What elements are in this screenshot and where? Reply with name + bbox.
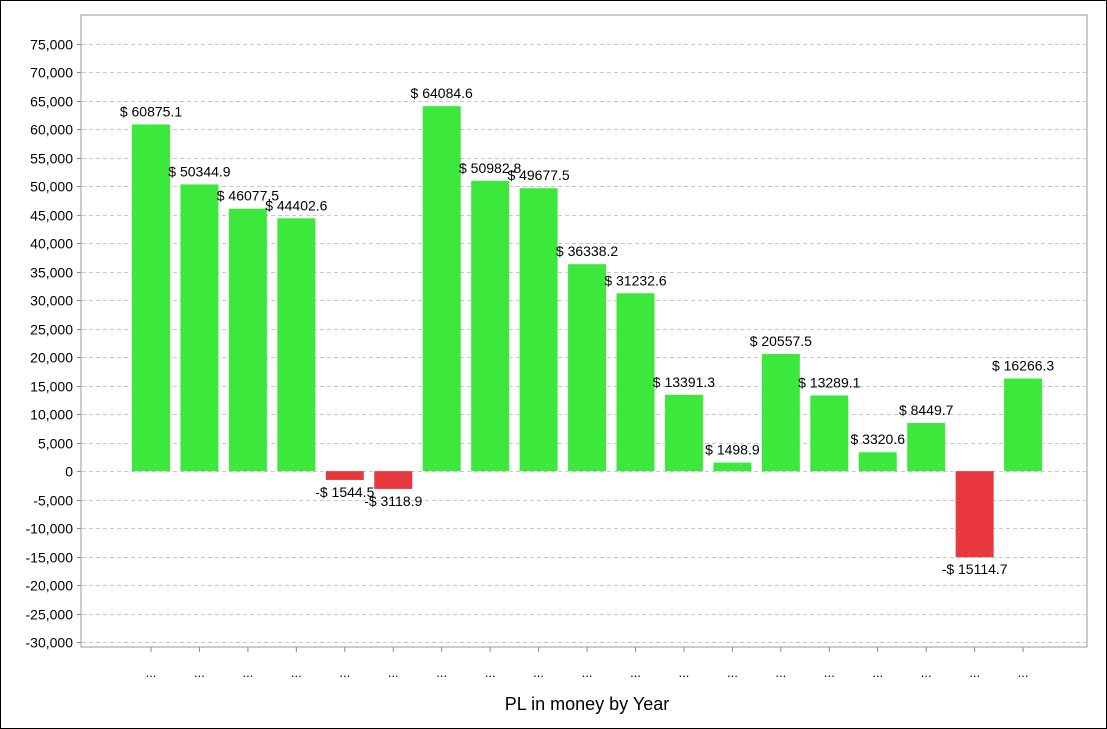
y-tick-label: 5,000	[38, 436, 73, 452]
x-tick-label: ...	[582, 665, 593, 680]
bar-value-label: $ 44402.6	[265, 197, 327, 213]
x-tick-label: ...	[630, 665, 641, 680]
y-tick-label: 15,000	[30, 379, 73, 395]
x-tick-label: ...	[533, 665, 544, 680]
bar-value-label: $ 50982.8	[459, 160, 521, 176]
x-tick-label: ...	[679, 665, 690, 680]
bar	[955, 471, 994, 558]
x-tick-label: ...	[775, 665, 786, 680]
x-axis-title: PL in money by Year	[505, 694, 669, 714]
y-tick-label: 20,000	[30, 350, 73, 366]
y-axis: 75,000 70,000 65,000 60,000 55,000 50,000 45,0…	[26, 37, 81, 651]
bar-value-label: $ 60875.1	[120, 103, 182, 119]
y-tick-label: -25,000	[26, 607, 74, 623]
bar	[664, 394, 703, 472]
x-tick-label: ...	[388, 665, 399, 680]
bar-value-label: $ 8449.7	[899, 402, 954, 418]
x-tick-label: ...	[872, 665, 883, 680]
bar	[810, 395, 849, 472]
bar-value-label: $ 64084.6	[411, 85, 473, 101]
x-tick-label: ...	[727, 665, 738, 680]
x-tick-label: ...	[291, 665, 302, 680]
bar	[761, 354, 800, 472]
bar	[277, 218, 316, 472]
y-tick-label: 25,000	[30, 322, 73, 338]
y-tick-label: 0	[65, 464, 73, 480]
y-tick-label: 70,000	[30, 65, 73, 81]
bar	[228, 208, 267, 472]
y-tick-label: -5,000	[33, 493, 73, 509]
x-tick-label: ...	[485, 665, 496, 680]
bar	[374, 471, 413, 489]
bar	[325, 471, 364, 480]
bar-value-label: $ 13289.1	[798, 374, 860, 390]
bar	[422, 106, 461, 472]
bar-value-label: $ 1498.9	[705, 442, 760, 458]
bar	[907, 423, 946, 472]
bar	[568, 264, 607, 472]
x-tick-label: ...	[824, 665, 835, 680]
x-tick-label: ...	[242, 665, 253, 680]
x-tick-label: ...	[436, 665, 447, 680]
bar-value-label: $ 13391.3	[653, 374, 715, 390]
bar	[616, 293, 655, 472]
x-axis: ........................................…	[146, 647, 1029, 680]
bar-value-label: $ 46077.5	[217, 188, 279, 204]
y-tick-label: 10,000	[30, 407, 73, 423]
bar	[1004, 378, 1043, 472]
x-tick-label: ...	[969, 665, 980, 680]
y-tick-label: -15,000	[26, 550, 74, 566]
bar-value-label: $ 3320.6	[851, 431, 906, 447]
y-tick-label: 65,000	[30, 94, 73, 110]
x-tick-label: ...	[1018, 665, 1029, 680]
y-tick-label: 60,000	[30, 122, 73, 138]
bar-value-label: $ 31232.6	[604, 272, 666, 288]
data-labels: $ 60875.1 $ 50344.9 $ 46077.5$ 44402.6 -$ 1…	[120, 85, 1055, 577]
bars	[132, 106, 1043, 558]
bar	[858, 452, 897, 472]
x-tick-label: ...	[921, 665, 932, 680]
bar-value-label: $ 36338.2	[556, 243, 618, 259]
bar-value-label: $ 49677.5	[507, 167, 569, 183]
y-tick-label: 55,000	[30, 151, 73, 167]
bar	[180, 184, 219, 472]
y-tick-label: 50,000	[30, 179, 73, 195]
y-tick-label: 45,000	[30, 208, 73, 224]
y-tick-label: -20,000	[26, 578, 74, 594]
x-tick-label: ...	[146, 665, 157, 680]
bar-value-label: $ 20557.5	[750, 333, 812, 349]
y-tick-label: 30,000	[30, 293, 73, 309]
bar	[519, 188, 558, 472]
y-tick-label: 75,000	[30, 37, 73, 53]
y-tick-label: -10,000	[26, 521, 74, 537]
bar	[471, 180, 510, 472]
bar	[713, 462, 752, 472]
y-tick-label: 40,000	[30, 236, 73, 252]
bar-value-label: $ 16266.3	[992, 358, 1054, 374]
bar-value-label: -$ 15114.7	[942, 561, 1008, 577]
y-tick-label: -30,000	[26, 635, 74, 651]
x-tick-label: ...	[339, 665, 350, 680]
x-tick-label: ...	[194, 665, 205, 680]
y-tick-label: 35,000	[30, 265, 73, 281]
bar-value-label: -$ 3118.9	[364, 493, 422, 509]
bar-value-label: $ 50344.9	[168, 163, 230, 179]
bar	[132, 124, 170, 472]
bar-value-label: -$ 1544.5	[315, 484, 374, 500]
